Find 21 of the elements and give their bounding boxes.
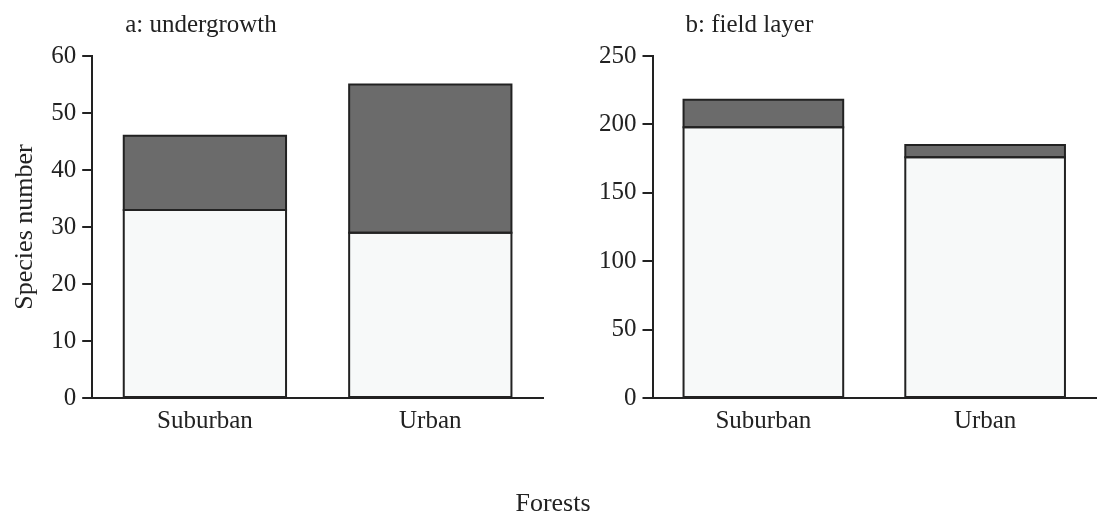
chart-title: b: field layer [685, 10, 814, 37]
chart-title: a: undergrowth [125, 10, 278, 37]
y-tick-label: 30 [51, 211, 77, 239]
x-tick-label: Urban [953, 405, 1017, 433]
y-tick-label: 40 [51, 154, 77, 182]
y-tick-label: 20 [51, 268, 77, 296]
y-tick-label: 10 [51, 325, 77, 353]
y-tick-label: 60 [51, 40, 77, 68]
x-tick-label: Suburban [715, 405, 812, 433]
y-tick-label: 250 [599, 40, 637, 68]
y-tick-label: 200 [599, 108, 637, 136]
x-tick-label: Suburban [156, 405, 254, 433]
y-tick-label: 50 [51, 97, 77, 125]
y-tick-label: 100 [599, 245, 637, 273]
x-tick-label: Urban [399, 405, 463, 433]
x-axis-title: Forests [514, 488, 592, 518]
y-tick-label: 50 [611, 314, 637, 342]
y-tick-label: 0 [624, 382, 637, 410]
y-tick-label: 150 [599, 177, 637, 205]
y-axis-title: Species number [9, 143, 39, 310]
y-tick-label: 0 [63, 382, 77, 410]
